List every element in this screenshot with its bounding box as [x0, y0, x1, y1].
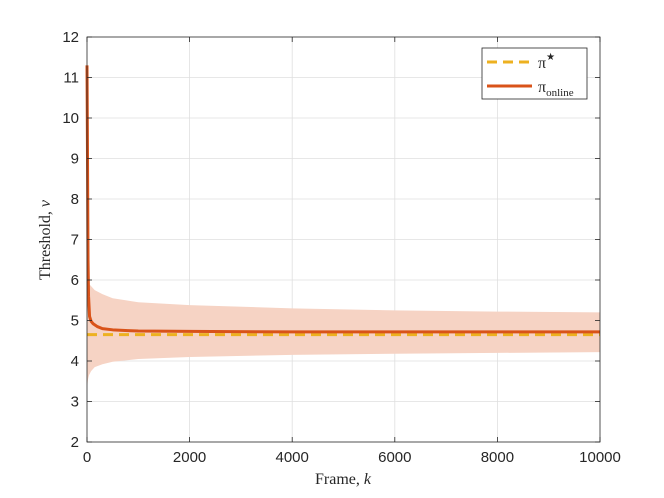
- y-tick-label: 12: [62, 29, 79, 46]
- x-tick-label: 0: [83, 449, 91, 466]
- y-axis-label: Threshold, v: [37, 199, 54, 280]
- y-tick-label: 5: [71, 313, 79, 330]
- y-tick-label: 9: [71, 151, 79, 168]
- x-tick-label: 8000: [481, 449, 514, 466]
- tick-marks: [86, 36, 601, 443]
- x-tick-label: 2000: [173, 449, 206, 466]
- x-tick-label: 6000: [378, 449, 411, 466]
- series-layer: [85, 65, 600, 337]
- y-tick-label: 10: [62, 110, 79, 127]
- legend-label-online: πonline: [538, 79, 574, 99]
- legend-box: [481, 47, 588, 100]
- x-tick-label: 4000: [276, 449, 309, 466]
- tick-labels: 0 2000 4000 6000 8000 10000 2 3 4 5 6 7 8 9 10 11 12: [62, 29, 621, 466]
- x-axis-label: Frame, k: [315, 471, 372, 488]
- y-tick-label: 8: [71, 191, 79, 208]
- grid-lines: [87, 37, 600, 442]
- y-tick-label: 11: [63, 70, 79, 87]
- legend-label-optimal: π★: [538, 52, 555, 72]
- y-tick-label: 2: [71, 434, 79, 451]
- legend: π★ πonline: [481, 47, 588, 100]
- x-tick-label: 10000: [579, 449, 621, 466]
- y-tick-label: 3: [71, 394, 79, 411]
- y-tick-label: 6: [71, 272, 79, 289]
- y-tick-label: 7: [71, 232, 79, 249]
- y-tick-label: 4: [71, 353, 79, 370]
- series-online-line: [85, 65, 600, 334]
